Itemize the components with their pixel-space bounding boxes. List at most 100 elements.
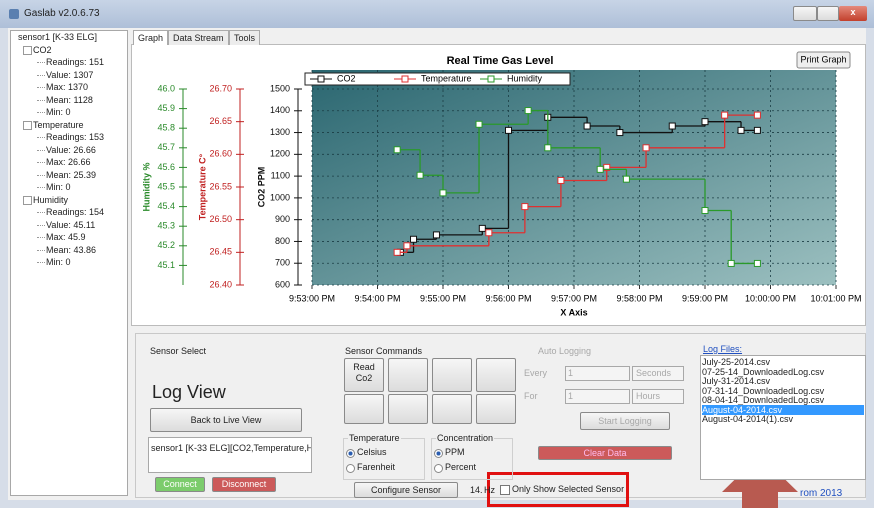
y-tick-label: 600: [275, 279, 290, 289]
y-tick-label: 45.8: [157, 123, 175, 133]
group-label: Temperature: [348, 432, 401, 444]
tree-leaf[interactable]: Value: 1307: [46, 69, 94, 80]
log-file-item[interactable]: July-31-2014.csv: [702, 376, 771, 386]
y-tick-label: 45.9: [157, 103, 175, 113]
data-point: [524, 107, 532, 115]
x-tick-label: 9:54:00 PM: [354, 293, 400, 303]
tree-root[interactable]: sensor1 [K-33 ELG]: [18, 32, 98, 42]
command-button[interactable]: [388, 358, 428, 392]
radio-button[interactable]: [346, 449, 355, 458]
command-button[interactable]: [476, 358, 516, 392]
start-button[interactable]: Start Logging: [580, 412, 670, 430]
tree-leaf[interactable]: Mean: 25.39: [46, 169, 97, 180]
y-tick-label: 1200: [270, 149, 290, 159]
disconnect-button[interactable]: Disconnect: [212, 477, 276, 492]
field-label: Every: [524, 368, 548, 378]
command-button[interactable]: [432, 394, 472, 424]
highlight-box: [487, 472, 629, 507]
radio-button[interactable]: [346, 464, 355, 473]
configure-button[interactable]: Configure Sensor: [354, 482, 458, 498]
tree-leaf[interactable]: Value: 45.11: [46, 219, 96, 230]
tree-leaf[interactable]: Max: 26.66: [46, 157, 91, 167]
number-field[interactable]: 1: [565, 389, 630, 404]
tree-leaf[interactable]: Readings: 151: [46, 57, 105, 67]
command-button[interactable]: [476, 394, 516, 424]
checkbox-label: Only Show Selected Sensor: [512, 484, 625, 494]
tree-expander[interactable]: [23, 195, 32, 205]
group-label: Auto Logging: [538, 346, 592, 356]
data-point: [505, 126, 512, 134]
minimize-button[interactable]: [793, 6, 817, 21]
y-tick-label: 1400: [270, 105, 290, 115]
radio-button[interactable]: [434, 464, 443, 473]
legend-label: CO2: [337, 73, 356, 83]
tree-leaf[interactable]: Value: 26.66: [46, 144, 96, 155]
tree-expander[interactable]: [23, 120, 32, 130]
back-button[interactable]: Back to Live View: [150, 408, 302, 432]
y-tick-label: 700: [275, 258, 290, 268]
print-button-label: Print Graph: [800, 54, 846, 64]
data-point: [596, 165, 604, 173]
tree-leaf[interactable]: Readings: 154: [46, 207, 105, 217]
radio-button[interactable]: [434, 449, 443, 458]
y-tick-label: 1300: [270, 127, 290, 137]
command-button[interactable]: [344, 394, 384, 424]
command-button[interactable]: [388, 394, 428, 424]
log-file-item[interactable]: August-04-2014(1).csv: [702, 414, 794, 424]
data-point: [439, 189, 447, 197]
clear-button[interactable]: Clear Data: [538, 446, 672, 460]
tree-expander[interactable]: [23, 45, 32, 55]
data-point: [753, 126, 761, 134]
unit-dropdown[interactable]: Hours: [632, 389, 684, 404]
data-point: [403, 242, 411, 250]
print-button[interactable]: [796, 51, 851, 69]
log-file-item[interactable]: 08-04-14_DownloadedLog.csv: [702, 395, 825, 405]
data-point: [432, 231, 440, 239]
y-tick-label: 900: [275, 214, 290, 224]
tree-leaf[interactable]: Max: 1370: [46, 82, 89, 92]
tree-leaf[interactable]: Max: 45.9: [46, 232, 86, 242]
unit-dropdown[interactable]: Seconds: [632, 366, 684, 381]
close-button[interactable]: x: [839, 6, 867, 21]
x-tick-label: 10:01:00 PM: [810, 293, 861, 303]
command-button[interactable]: Read Co2: [344, 358, 384, 392]
maximize-button[interactable]: [817, 6, 839, 21]
data-point: [622, 175, 630, 183]
tree-connector: [37, 62, 45, 63]
radio-label: Farenheit: [357, 462, 396, 472]
sensor-tree[interactable]: [10, 30, 128, 496]
tab[interactable]: Tools: [229, 30, 261, 45]
title-bar: [0, 0, 874, 28]
y-tick-label: 26.45: [209, 247, 232, 257]
data-point: [393, 248, 401, 256]
x-tick-label: 9:57:00 PM: [551, 293, 597, 303]
tree-node[interactable]: Humidity: [33, 194, 69, 205]
tree-leaf[interactable]: Mean: 43.86: [46, 244, 97, 255]
log-files-label: Log Files:: [703, 344, 743, 354]
tree-node[interactable]: Temperature: [33, 119, 84, 130]
tab[interactable]: Data Stream: [168, 30, 229, 45]
pointer-arrow: [722, 455, 798, 508]
tree-node[interactable]: CO2: [33, 44, 52, 55]
number-field[interactable]: 1: [565, 366, 630, 381]
y-tick-label: 1100: [271, 170, 290, 180]
sensor-list[interactable]: sensor1 [K-33 ELG][CO2,Temperature,Humi: [148, 437, 312, 473]
tab[interactable]: Graph: [133, 30, 169, 45]
legend-marker: [487, 75, 495, 83]
tree-leaf[interactable]: Min: 0: [46, 107, 71, 117]
y-tick-label: 26.65: [209, 116, 232, 126]
checkbox[interactable]: [500, 485, 510, 495]
tree-leaf[interactable]: Min: 0: [46, 182, 71, 192]
log-file-item[interactable]: July-25-2014.csv: [702, 357, 771, 367]
log-file-item[interactable]: 07-31-14_DownloadedLog.csv: [702, 385, 825, 396]
tree-leaf[interactable]: Mean: 1128: [46, 94, 93, 105]
log-file-list[interactable]: [700, 355, 866, 480]
tree-leaf[interactable]: Min: 0: [46, 257, 71, 267]
connect-button[interactable]: Connect: [155, 477, 205, 492]
tree-leaf[interactable]: Readings: 153: [46, 132, 105, 142]
log-file-item[interactable]: August-04-2014.csv: [702, 404, 864, 415]
log-file-item[interactable]: 07-25-14_DownloadedLog.csv: [702, 366, 825, 377]
tree-connector: [37, 99, 45, 101]
command-button[interactable]: [432, 358, 472, 392]
option-group: [343, 438, 425, 480]
